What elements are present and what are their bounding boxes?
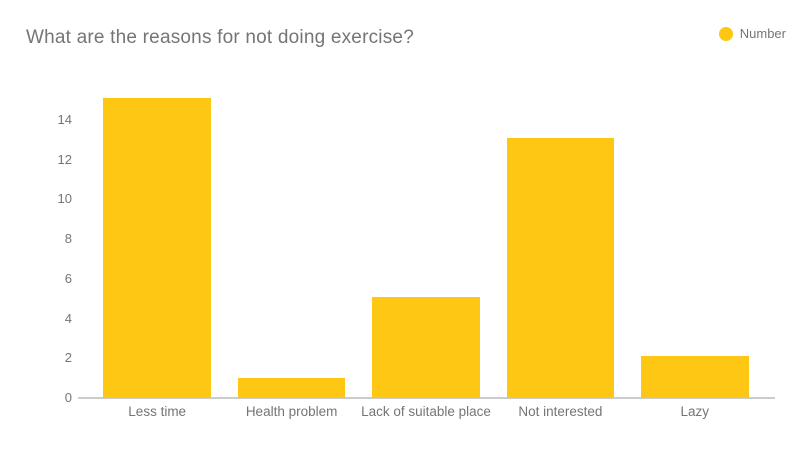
x-axis-category-label: Lack of suitable place: [361, 404, 491, 419]
y-axis-tick-label: 12: [57, 151, 72, 167]
bar-lack-of-suitable-place[interactable]: [372, 296, 480, 398]
y-axis-tick-label: 0: [64, 390, 72, 405]
bar-health-problem[interactable]: [237, 378, 346, 398]
y-axis-tick-label: 14: [57, 111, 72, 127]
x-axis-category-label: Health problem: [245, 404, 338, 419]
y-axis-tick-label: 6: [64, 270, 72, 286]
y-axis-tick-label: 8: [64, 231, 72, 247]
bar-lazy[interactable]: [641, 356, 749, 398]
legend-item-number[interactable]: Number: [718, 26, 786, 41]
x-axis-category-label: Less time: [128, 404, 187, 419]
legend-marker-icon: [718, 26, 733, 41]
x-axis-category-label: Lazy: [680, 404, 710, 419]
x-axis-category-label: Not interested: [518, 404, 603, 419]
x-axis-line: [78, 397, 775, 399]
y-axis-tick-label: 2: [64, 350, 72, 366]
bar-not-interested[interactable]: [506, 137, 615, 398]
y-axis-tick-label: 10: [57, 191, 72, 207]
chart-title: What are the reasons for not doing exerc…: [26, 27, 414, 48]
y-axis-tick-label: 4: [64, 310, 72, 326]
legend-label: Number: [739, 26, 786, 41]
bar-less-time[interactable]: [103, 97, 211, 398]
